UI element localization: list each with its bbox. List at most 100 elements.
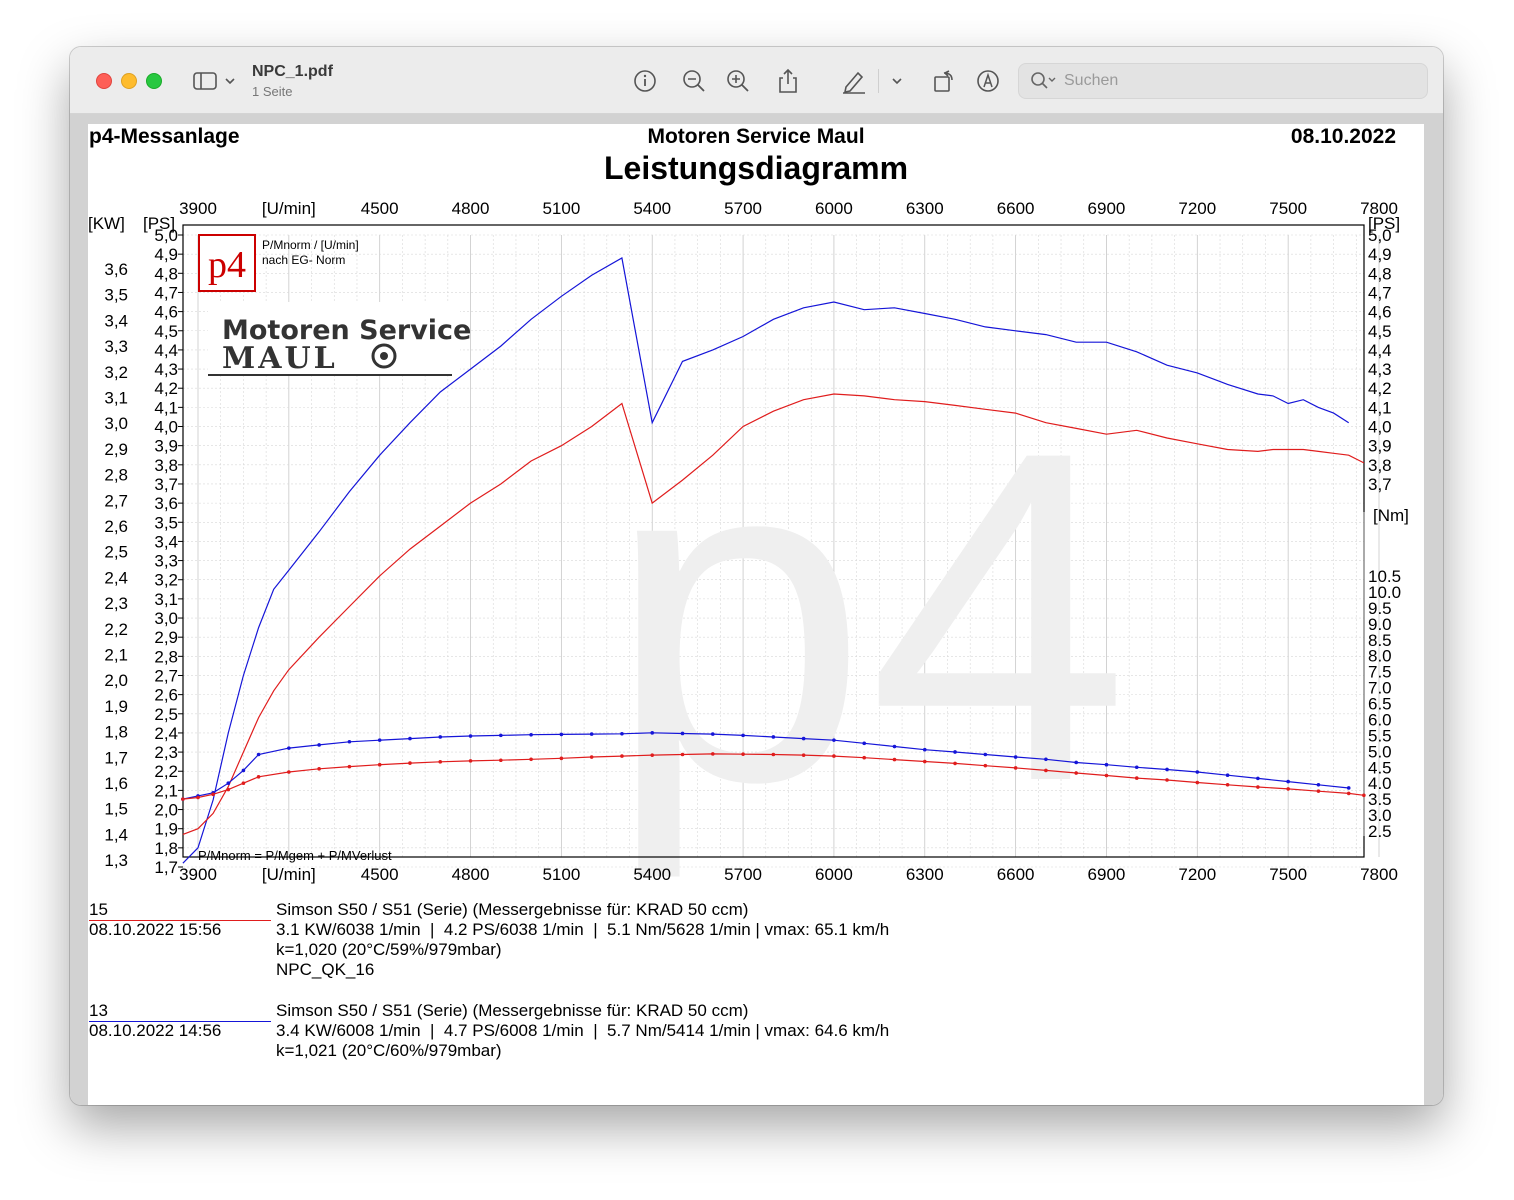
series-point-15-nm — [408, 761, 412, 765]
sidebar-icon[interactable] — [192, 67, 238, 95]
series-point-15-nm — [680, 752, 685, 757]
series-point-13-nm — [922, 747, 927, 752]
series-point-13-nm — [347, 739, 352, 744]
logo-line-1: Motoren Service — [222, 315, 471, 346]
kw-tick-label: 2,0 — [104, 671, 128, 690]
minimize-window-button[interactable] — [121, 73, 137, 89]
search-field[interactable]: Suchen — [1018, 63, 1428, 99]
ps-tick-label: 3,6 — [154, 494, 178, 513]
ps-tick-label: 2,5 — [154, 705, 178, 724]
kw-tick-label: 2,8 — [104, 466, 128, 485]
ps-tick-label: 4,7 — [154, 283, 178, 302]
chevron-down-icon[interactable] — [884, 67, 910, 95]
x-tick-label-bottom: 4800 — [452, 865, 490, 884]
series-point-13-nm — [529, 732, 533, 737]
ps-tick-label-right: 4,6 — [1368, 303, 1392, 322]
ps-tick-label-right: 4,2 — [1368, 379, 1392, 398]
zoom-window-button[interactable] — [146, 73, 162, 89]
x-tick-label-bottom: [U/min] — [262, 865, 316, 884]
legend-line3: k=1,020 (20°C/59%/979mbar) — [276, 940, 502, 959]
series-point-15-nm — [1074, 771, 1078, 775]
ps-tick-label-right: 3,8 — [1368, 456, 1392, 475]
markup-pen-icon[interactable] — [840, 67, 868, 95]
ps-tick-label: 2,7 — [154, 666, 178, 685]
series-point-13-nm — [1316, 782, 1321, 787]
series-point-15-nm — [1044, 768, 1048, 773]
power-chart: p4 3900 3900 [U/min] [U/min] 4500 4500 4800 480… — [88, 199, 1409, 884]
series-point-13-nm — [1225, 773, 1230, 778]
nm-tick-label: 10.5 — [1368, 567, 1401, 586]
ps-tick-label: 1,7 — [154, 858, 178, 877]
ps-tick-label: 3,0 — [154, 609, 178, 628]
x-tick-label-top: 4800 — [452, 199, 490, 218]
x-tick-label-top: 6600 — [997, 199, 1035, 218]
ps-tick-label: 2,2 — [154, 762, 178, 781]
x-tick-label-bottom: 4500 — [361, 865, 399, 884]
series-point-15-nm — [983, 763, 988, 768]
rotate-icon[interactable] — [930, 67, 958, 95]
legend-run-id: 15 — [89, 900, 271, 921]
series-line-13-nm — [182, 732, 1349, 800]
series-point-15-nm — [1165, 778, 1169, 782]
nm-tick-label: 7.5 — [1368, 663, 1392, 682]
annotate-icon[interactable] — [974, 67, 1002, 95]
ps-tick-label-right: 4,9 — [1368, 245, 1392, 264]
series-point-13-nm — [1074, 760, 1078, 765]
ps-axis-label-right: [PS] — [1368, 214, 1400, 233]
zoom-out-icon[interactable] — [680, 67, 708, 95]
kw-tick-label: 3,6 — [104, 260, 128, 279]
x-tick-label-top: 6900 — [1088, 199, 1126, 218]
ps-tick-label: 2,8 — [154, 647, 178, 666]
ps-tick-label-right: 4,0 — [1368, 418, 1392, 437]
close-window-button[interactable] — [96, 73, 112, 89]
ps-tick-label: 1,9 — [154, 820, 178, 839]
kw-tick-label: 3,0 — [104, 414, 128, 433]
series-point-15-nm — [922, 759, 927, 764]
series-point-13-nm — [1104, 762, 1109, 767]
series-point-15-nm — [438, 760, 443, 764]
x-tick-label-top: 5400 — [633, 199, 671, 218]
ps-tick-label: 2,1 — [154, 781, 178, 800]
x-tick-label-top: 3900 — [179, 199, 217, 218]
zoom-in-icon[interactable] — [724, 67, 752, 95]
series-point-13-nm — [771, 735, 776, 739]
ps-tick-label: 5,0 — [154, 226, 178, 245]
share-icon[interactable] — [774, 67, 802, 95]
series-point-15-nm — [1195, 780, 1200, 785]
series-point-15-nm — [226, 787, 231, 792]
series-point-15-nm — [377, 762, 382, 767]
ps-tick-label: 3,5 — [154, 513, 178, 532]
diagram-title: Leistungsdiagramm — [603, 150, 909, 186]
ps-tick-label-right: 4,5 — [1368, 322, 1392, 341]
series-point-15-nm — [529, 757, 533, 762]
logo-line-2: MAUL — [222, 341, 338, 376]
series-point-15-nm — [468, 759, 473, 763]
series-point-13-nm — [650, 731, 655, 735]
x-tick-label-bottom: 6000 — [815, 865, 853, 884]
kw-tick-label: 1,8 — [104, 723, 128, 742]
motoren-service-logo — [208, 302, 460, 374]
nm-tick-label: 10.0 — [1368, 583, 1401, 602]
ps-tick-label: 2,4 — [154, 724, 178, 743]
series-point-15-nm — [1134, 776, 1139, 780]
series-point-15-nm — [1013, 766, 1018, 770]
series-point-15-nm — [710, 752, 715, 756]
legend-line1: Simson S50 / S51 (Serie) (Messergebnisse… — [276, 900, 749, 919]
ps-tick-label: 2,3 — [154, 743, 178, 762]
nm-tick-label: 6.0 — [1368, 710, 1392, 729]
series-point-13-nm — [1134, 765, 1139, 770]
series-point-13-nm — [377, 738, 382, 742]
info-icon[interactable] — [631, 67, 659, 95]
series-point-13-nm — [1195, 770, 1200, 774]
series-point-15-nm — [1225, 782, 1230, 787]
x-tick-label-top: 7200 — [1178, 199, 1216, 218]
series-point-15-nm — [771, 752, 776, 757]
ps-tick-label: 3,1 — [154, 590, 178, 609]
x-tick-label-bottom: 7500 — [1269, 865, 1307, 884]
document-viewport[interactable]: p4-Messanlage Motoren Service Maul 08.10… — [70, 114, 1443, 1105]
nm-tick-label: 9.5 — [1368, 599, 1392, 618]
legend-line2: 3.1 KW/6038 1/min | 4.2 PS/6038 1/min | … — [276, 920, 890, 939]
kw-tick-label: 2,4 — [104, 568, 128, 587]
series-point-13-nm — [1256, 776, 1260, 781]
series-line-13-ps — [182, 257, 1350, 864]
